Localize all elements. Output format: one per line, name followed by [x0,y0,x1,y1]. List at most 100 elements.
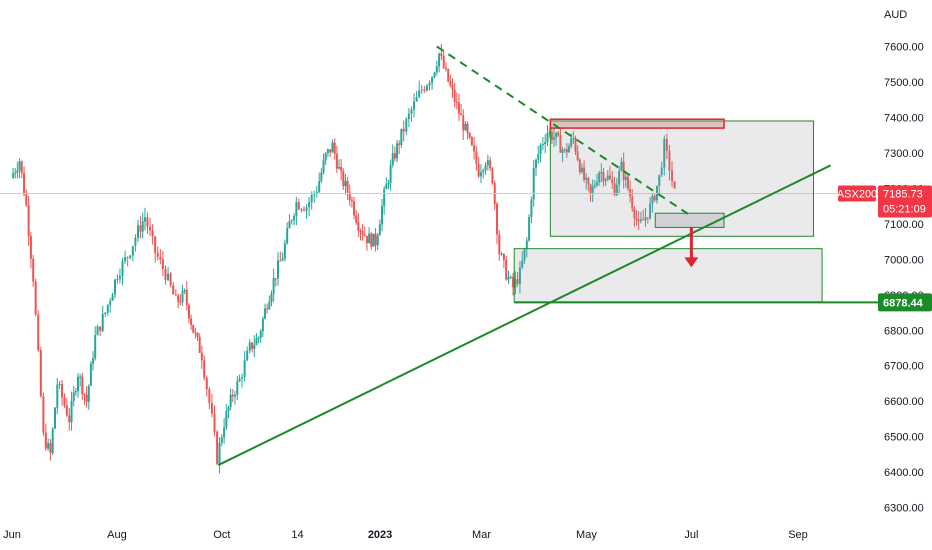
y-tick-label: 7000.00 [884,254,924,266]
candle-body [205,377,208,390]
candle-body [570,138,573,146]
candle-body [489,160,492,169]
candle-body [234,394,237,397]
candle-body [183,290,186,292]
candle-body [231,394,234,397]
candle-body [293,215,296,221]
candle-body [653,195,656,201]
candle-body [279,260,282,262]
candle-body [576,151,579,160]
candle-body [310,194,313,203]
candle-body [114,279,117,295]
last-price-tag[interactable] [878,185,932,218]
y-tick-label: 7600.00 [884,42,924,54]
candle-body [139,225,142,232]
x-tick-label: 14 [291,529,303,541]
candle-body [451,85,454,90]
candle-body [658,174,661,186]
candle-body [350,200,353,202]
candle-body [337,166,340,169]
candle-body [644,217,647,221]
candle-body [277,260,280,279]
candle-body [177,295,180,302]
support-price-tag[interactable] [878,293,932,312]
y-tick-label: 6600.00 [884,396,924,408]
candle-body [192,324,195,333]
candle-body [185,290,188,305]
candle-body [357,222,360,231]
candle-body [99,326,102,331]
candle-body [85,394,88,402]
candle-body [149,226,152,231]
candle-body [378,224,381,236]
candle-body [174,294,177,296]
candle-body [380,206,383,225]
candle-body [585,177,588,180]
candlestick-series [12,43,676,474]
candle-body [468,132,471,138]
small-box[interactable] [654,212,725,228]
candle-body [484,165,487,171]
candle-body [565,149,568,153]
candle-body [572,138,575,140]
candle-body [663,139,666,169]
candle-body [618,170,621,185]
candle-body [410,109,413,114]
y-tick-label: 7300.00 [884,148,924,160]
candle-body [281,258,284,261]
candle-body [457,102,460,114]
candle-body [16,170,19,173]
candle-body [70,400,73,423]
candle-body [238,378,241,382]
candle-body [305,207,308,211]
candle-body [56,384,59,408]
time-axis[interactable]: Jun Aug Oct 14 2023 Mar May Jul Sep [3,529,808,541]
candle-body [479,172,482,177]
candle-body [442,55,445,68]
candle-body [104,312,107,315]
resistance-box[interactable] [549,118,725,129]
candle-body [355,215,358,223]
candle-body [613,183,616,196]
candle-body [198,336,201,353]
symbol-tag[interactable] [838,185,876,202]
candle-body [528,216,531,241]
candle-body [210,403,213,414]
candle-body [251,342,254,349]
candle-body [346,180,349,193]
x-tick-label: 2023 [368,529,392,541]
candle-body [606,175,609,180]
candle-body [398,143,401,145]
price-axis[interactable]: 7600.007500.007400.007300.007200.007100.… [884,42,924,515]
candle-body [440,53,443,56]
candle-body [496,204,499,235]
x-tick-label: Mar [472,529,491,541]
candle-body [580,167,583,173]
candle-body [535,159,537,168]
candle-body [593,185,596,187]
candle-body [546,132,549,143]
candle-body [500,254,503,256]
candle-body [418,90,421,98]
candle-body [665,139,668,151]
candle-body [473,145,476,152]
candle-body [589,184,592,194]
candle-body [608,175,611,180]
candle-body [315,191,318,194]
candle-body [213,413,216,433]
candle-body [253,344,256,349]
candle-body [423,89,426,91]
candle-body [81,376,84,395]
uptrend-line[interactable] [217,164,832,466]
candle-body [383,189,386,207]
candle-body [72,392,75,401]
candle-body [415,97,418,102]
candle-body [389,165,392,183]
candle-body [583,167,586,180]
downtrend-dashed-line[interactable] [436,45,691,216]
candle-body [574,138,577,152]
range-box[interactable] [549,120,814,237]
candle-body [68,415,71,423]
demand-zone-box[interactable] [513,248,823,303]
